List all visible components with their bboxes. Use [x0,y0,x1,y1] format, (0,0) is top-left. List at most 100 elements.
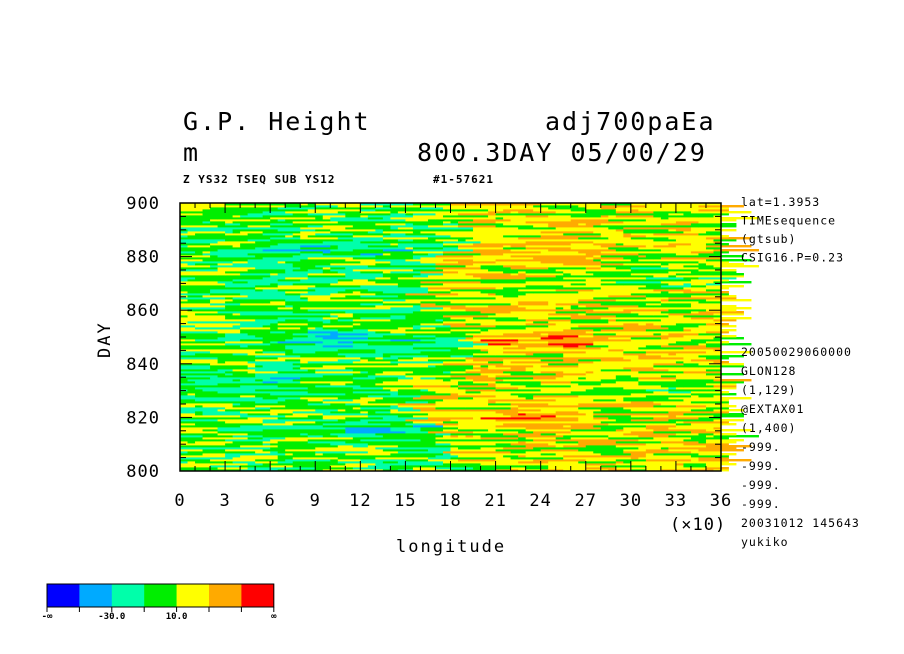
heatmap-cell [563,449,579,452]
heatmap-cell [210,243,241,246]
heatmap-cell [195,231,226,234]
heatmap-cell [442,451,489,454]
heatmap-cell [405,375,451,378]
heatmap-cell [232,345,241,348]
heatmap-cell [495,405,519,408]
heatmap-cell [488,439,534,442]
heatmap-cell [660,413,684,416]
colorbar-swatch [47,584,80,607]
heatmap-cell [187,455,226,458]
heatmap-cell [525,445,557,448]
heatmap-cell [563,347,602,350]
heatmap-cell [645,389,669,392]
heatmap-cell [510,373,557,376]
heatmap-cell [600,427,624,430]
heatmap-cell [225,305,249,308]
heatmap-cell [285,211,309,214]
heatmap-cell [630,457,639,460]
heatmap-cell [180,317,226,320]
heatmap-cell [578,223,587,226]
heatmap-cell [548,343,594,346]
heatmap-cell [420,349,451,352]
heatmap-cell [262,301,271,304]
heatmap-cell [503,209,534,212]
heatmap-cell [300,235,309,238]
heatmap-cell [705,259,752,262]
heatmap-cell [442,425,474,428]
heatmap-cell [495,377,527,380]
heatmap-cell [427,353,474,356]
heatmap-cell [488,349,527,352]
heatmap-cell [533,249,549,252]
heatmap-cell [623,357,639,360]
heatmap-cell [180,331,218,334]
heatmap-cell [397,363,444,366]
heatmap-cell [585,367,624,370]
heatmap-cell [713,459,752,462]
heatmap-cell [533,431,572,434]
heatmap-cell [420,377,429,380]
heatmap-cell [683,235,729,238]
heatmap-cell [390,243,399,246]
heatmap-cell [540,259,579,262]
heatmap-cell [195,335,203,338]
heatmap-cell [390,253,421,256]
heatmap-cell [217,425,241,428]
heatmap-cell [367,443,384,446]
heatmap-cell [285,339,309,342]
heatmap-cell [450,379,474,382]
heatmap-cell [578,377,587,380]
heatmap-cell [270,373,316,376]
heatmap-cell [713,313,744,316]
heatmap-cell [390,449,429,452]
heatmap-cell [300,301,324,304]
heatmap-cell [390,457,429,460]
heatmap-cell [180,319,218,322]
heatmap-cell [585,351,624,354]
heatmap-cell [427,359,436,362]
heatmap-cell [427,291,451,294]
heatmap-cell [435,321,444,324]
heatmap-cell [630,311,662,314]
heatmap-cell [503,455,519,458]
heatmap-cell [300,355,346,358]
heatmap-cell [367,441,414,444]
heatmap-cell [503,253,549,256]
heatmap-cell [630,261,654,264]
heatmap-cell [458,225,496,228]
heatmap-cell [705,407,729,410]
heatmap-cell [225,233,249,236]
heatmap-cell [382,385,414,388]
heatmap-cell [608,469,632,472]
heatmap-cell [382,335,414,338]
colorbar-swatch [79,584,113,607]
heatmap-cell [180,301,211,304]
x-tick-label: 21 [484,491,506,511]
heatmap-cell [465,371,504,374]
heatmap-cell [510,245,527,248]
heatmap-cell [255,319,286,322]
heatmap-cell [240,425,271,428]
heatmap-cell [465,337,474,340]
heatmap-cell [390,359,399,362]
heatmap-cell [548,403,579,406]
heatmap-cell [307,297,331,300]
heatmap-cell [668,299,707,302]
heatmap-cell [337,359,361,362]
heatmap-cell [653,417,669,420]
heatmap-cell [683,465,707,468]
heatmap-cell [307,389,354,392]
heatmap-cell [510,407,519,410]
heatmap-cell [412,249,429,252]
heatmap-cell [653,363,662,366]
heatmap-cell [360,359,369,362]
heatmap-cell [307,277,346,280]
side-info-line: 20031012 145643 [741,516,860,530]
heatmap-cell [202,413,249,416]
heatmap-cell [713,447,737,450]
heatmap-cell [503,449,542,452]
heatmap-cell [495,463,519,466]
heatmap-cell [690,431,722,434]
heatmap-cell [420,395,459,398]
